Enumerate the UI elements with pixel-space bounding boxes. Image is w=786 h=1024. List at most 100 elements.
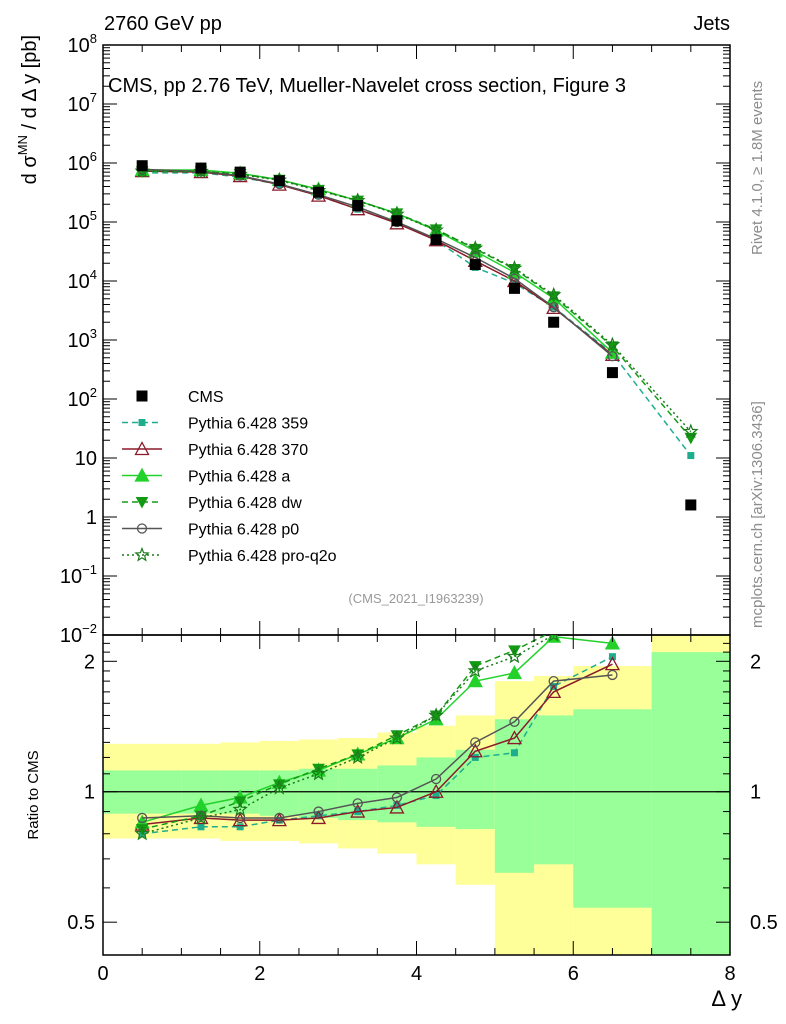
ratio-point-pp0 bbox=[352, 798, 363, 809]
legend-label-p370: Pythia 6.428 370 bbox=[188, 442, 308, 459]
ratio-point-ppro bbox=[271, 779, 288, 795]
ratio-line-ppro bbox=[141, 635, 557, 835]
ratio-point-pa bbox=[467, 673, 483, 688]
analysis-id: (CMS_2021_I1963239) bbox=[348, 591, 483, 606]
x-axis-label: Δ y bbox=[711, 986, 742, 1011]
legend-label-pdw: Pythia 6.428 dw bbox=[188, 495, 302, 512]
y-tick-label: 10−2 bbox=[60, 621, 97, 647]
series-line-pdw bbox=[142, 170, 692, 439]
data-point-cms bbox=[273, 175, 285, 187]
ratio-point-ppro bbox=[310, 765, 327, 781]
ratio-line-pa bbox=[141, 635, 613, 824]
data-point-ppro bbox=[506, 260, 523, 275]
ratio-point-ppro bbox=[389, 729, 405, 745]
ratio-point-p370 bbox=[604, 656, 621, 671]
ratio-point-pp0 bbox=[313, 806, 324, 817]
ratio-y-tick-label: 2 bbox=[84, 651, 95, 673]
ratio-y-tick-label-right: 1 bbox=[750, 782, 761, 804]
ratio-point-pp0 bbox=[548, 675, 559, 687]
ratio-point-p370 bbox=[546, 684, 562, 699]
ratio-point-p370 bbox=[232, 812, 248, 827]
ratio-line-pdw bbox=[142, 635, 548, 830]
ratio-point-p370 bbox=[506, 730, 523, 745]
ratio-point-pp0 bbox=[137, 812, 148, 824]
ratio-point-p370 bbox=[428, 783, 444, 798]
series-line-ppro bbox=[142, 170, 692, 433]
data-point-cms bbox=[313, 186, 325, 198]
ratio-point-pp0 bbox=[607, 669, 618, 681]
y-tick-label: 106 bbox=[68, 149, 97, 175]
x-tick-label: 0 bbox=[97, 963, 108, 985]
legend-label-p359: Pythia 6.428 359 bbox=[188, 416, 308, 433]
ratio-point-p359 bbox=[432, 792, 440, 800]
band-green-bin bbox=[494, 719, 535, 873]
header-right-label: Jets bbox=[693, 13, 730, 35]
data-point-ppro bbox=[467, 240, 484, 255]
legend-label-pp0: Pythia 6.428 p0 bbox=[188, 522, 299, 539]
band-green-bin bbox=[651, 652, 730, 955]
data-point-cms bbox=[469, 259, 481, 271]
ratio-point-p370 bbox=[389, 799, 405, 814]
data-point-pp0 bbox=[607, 351, 618, 362]
ratio-point-ppro bbox=[232, 801, 248, 817]
y-tick-label: 102 bbox=[68, 385, 97, 411]
x-tick-label: 6 bbox=[568, 963, 579, 985]
legend-marker-p370 bbox=[134, 441, 150, 456]
series-line-p359 bbox=[142, 172, 692, 457]
data-point-p370 bbox=[546, 300, 562, 315]
ratio-point-pdw bbox=[552, 635, 556, 638]
y-tick-label: 10−1 bbox=[60, 562, 97, 588]
plot-title: CMS, pp 2.76 TeV, Mueller-Navelet cross … bbox=[108, 75, 626, 97]
ratio-point-p359 bbox=[393, 801, 401, 809]
data-point-cms bbox=[234, 166, 246, 178]
data-point-cms bbox=[391, 215, 403, 227]
data-point-cms bbox=[508, 282, 520, 294]
header-left-label: 2760 GeV pp bbox=[104, 13, 222, 35]
ratio-point-pdw bbox=[468, 661, 482, 673]
ratio-point-ppro bbox=[506, 648, 523, 664]
data-point-cms bbox=[685, 499, 697, 511]
legend-marker-cms bbox=[136, 390, 148, 402]
ratio-point-p359 bbox=[236, 823, 244, 831]
legend-item-pp0: Pythia 6.428 p0 bbox=[122, 522, 299, 539]
legend-item-cms: CMS bbox=[136, 389, 224, 406]
ratio-point-pa bbox=[506, 665, 523, 680]
ratio-point-p370 bbox=[467, 743, 483, 758]
x-tick-label: 8 bbox=[724, 963, 735, 985]
y-tick-label: 10 bbox=[75, 448, 97, 470]
ratio-point-ppro bbox=[467, 662, 484, 678]
data-point-cms bbox=[136, 160, 148, 172]
ratio-point-pp0 bbox=[509, 716, 520, 727]
data-point-ppro bbox=[683, 423, 699, 439]
series-line-pp0 bbox=[142, 168, 613, 357]
series-line-pa bbox=[142, 169, 613, 354]
ratio-point-p370 bbox=[193, 810, 209, 825]
y-tick-label: 104 bbox=[68, 267, 97, 293]
legend-marker-pp0 bbox=[136, 523, 148, 534]
data-point-pp0 bbox=[548, 302, 559, 313]
ratio-line-p359 bbox=[142, 655, 613, 835]
axis-ticks: 0 2 4 6 8 10−2 10−1 1 10 102 103 104 105 106 107 108 0.5… bbox=[60, 31, 778, 985]
data-point-cms bbox=[195, 162, 207, 174]
y-tick-label: 108 bbox=[68, 31, 97, 57]
ratio-point-pp0 bbox=[274, 812, 285, 824]
ratio-point-p359 bbox=[510, 749, 518, 757]
legend-item-pdw: Pythia 6.428 dw bbox=[122, 495, 302, 512]
ratio-y-axis-label: Ratio to CMS bbox=[25, 750, 42, 839]
ratio-point-ppro bbox=[428, 707, 444, 723]
data-point-ppro bbox=[428, 221, 444, 237]
data-point-ppro bbox=[545, 286, 562, 302]
data-point-cms bbox=[352, 200, 364, 212]
ratio-point-p370 bbox=[350, 803, 366, 818]
mcplots-site-label: mcplots.cern.ch [arXiv:1306.3436] bbox=[749, 401, 766, 628]
ratio-point-p359 bbox=[197, 823, 205, 831]
ratio-bands bbox=[103, 635, 730, 955]
ratio-y-tick-label: 1 bbox=[84, 782, 95, 804]
data-point-cms bbox=[548, 316, 560, 328]
data-point-cms bbox=[430, 234, 442, 246]
x-tick-label: 4 bbox=[411, 963, 422, 985]
band-green-bin bbox=[573, 709, 652, 908]
ratio-point-ppro bbox=[548, 635, 559, 642]
ratio-point-ppro bbox=[193, 809, 209, 825]
